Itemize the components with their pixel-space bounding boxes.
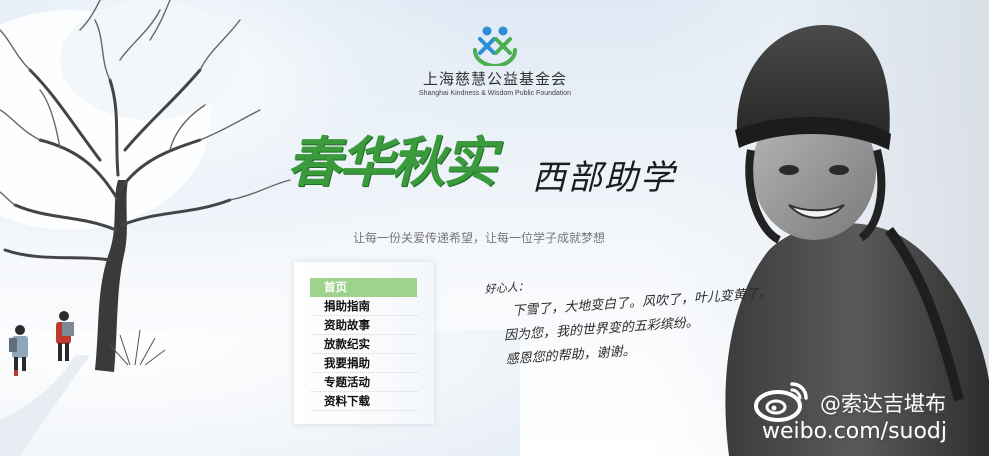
headline-main: 春华秋实 xyxy=(287,130,497,194)
watermark-url: weibo.com/suodj xyxy=(762,419,948,444)
child-portrait xyxy=(725,25,989,456)
logo-emblem-icon xyxy=(473,26,517,66)
nav-item-disbursement-records[interactable]: 放款纪实 xyxy=(310,335,417,354)
handwritten-note: 好心人： 下雪了，大地变白了。风吹了，叶儿变黄了。 因为您，我的世界变的五彩缤纷… xyxy=(484,258,776,374)
slogan: 让每一份关爱传递希望，让每一位学子成就梦想 xyxy=(353,231,606,245)
nav-item-home[interactable]: 首页 xyxy=(310,278,417,297)
foundation-name-en: Shanghai Kindness & Wisdom Public Founda… xyxy=(418,90,572,97)
watermark-handle: @索达吉堪布 xyxy=(820,392,946,416)
winter-tree-illustration xyxy=(0,0,291,456)
nav-menu: 首页 捐助指南 资助故事 放款纪实 我要捐助 专题活动 资料下载 xyxy=(294,262,434,424)
nav-item-downloads[interactable]: 资料下载 xyxy=(310,392,417,411)
nav-item-special-events[interactable]: 专题活动 xyxy=(310,373,417,392)
foundation-logo[interactable]: 上海慈慧公益基金会 Shanghai Kindness & Wisdom Pub… xyxy=(410,22,580,97)
nav-item-donate-now[interactable]: 我要捐助 xyxy=(310,354,417,373)
nav-item-aid-stories[interactable]: 资助故事 xyxy=(310,316,417,335)
nav-item-donation-guide[interactable]: 捐助指南 xyxy=(310,297,417,316)
headline-sub: 西部助学 xyxy=(532,158,676,198)
foundation-name: 上海慈慧公益基金会 xyxy=(422,70,567,88)
weibo-icon xyxy=(754,382,808,422)
